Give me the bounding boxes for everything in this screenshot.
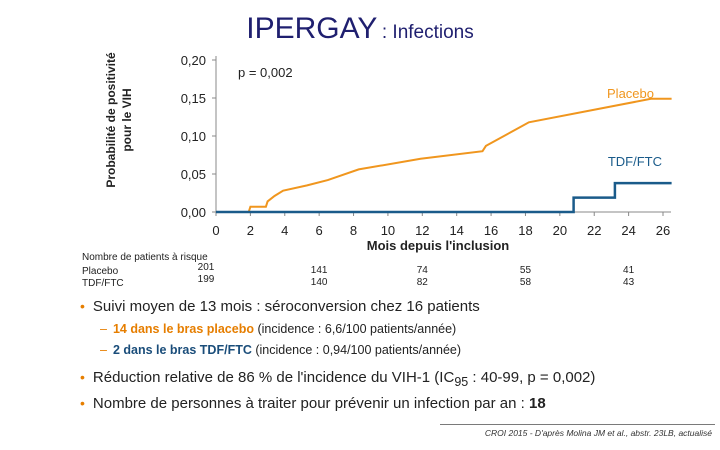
risk-cell-placebo-m24: 41 (623, 265, 635, 276)
reference-divider (440, 424, 715, 425)
risk-cell-tdf-m24: 43 (623, 277, 635, 288)
y-tick-label: 0,10 (181, 129, 206, 144)
risk-cell-placebo-m0: 201 (197, 262, 215, 273)
x-tick-label: 14 (449, 223, 463, 238)
p-value-label: p = 0,002 (238, 65, 293, 80)
series-line-tdf-ftc (216, 181, 672, 214)
risk-cell-placebo-m6: 141 (310, 265, 328, 276)
y-tick-label: 0,00 (181, 205, 206, 220)
bullet-dot-icon: • (80, 395, 85, 411)
kaplan-meier-chart: 0,000,050,100,150,200 2 4 6 8 10 12 14 16 18 20 22 2… (104, 52, 672, 253)
x-tick-label: 16 (484, 223, 498, 238)
subbullet-placebo: –14 dans le bras placebo (incidence : 6,… (100, 322, 457, 336)
risk-table-header: Nombre de patients à risque (82, 252, 208, 263)
chart-text: 0,000,050,100,150,200 2 4 6 8 10 12 14 16 18 20 22 2… (104, 52, 670, 253)
bullet-nnt: • Nombre de personnes à traiter pour prév… (80, 395, 546, 412)
dash-icon: – (100, 343, 107, 357)
y-tick-label: 0,20 (181, 53, 206, 68)
x-tick-label: 8 (350, 223, 357, 238)
bullet-dot-icon: • (80, 298, 85, 314)
x-tick-label: 20 (553, 223, 567, 238)
y-tick-label: 0,15 (181, 91, 206, 106)
bullet-followup: • Suivi moyen de 13 mois : séroconversion… (80, 298, 480, 315)
title-sub: : Infections (381, 22, 474, 43)
chart-series (216, 97, 672, 214)
y-axis-label: Probabilité de positivité (104, 52, 118, 188)
risk-cell-placebo-m18: 55 (519, 265, 532, 276)
x-tick-label: 12 (415, 223, 429, 238)
bullet-reduction: • Réduction relative de 86 % de l'inciden… (80, 369, 596, 389)
series-label-tdf-ftc: TDF/FTC (608, 154, 662, 169)
y-axis-label: pour le VIH (120, 88, 134, 151)
x-tick-label: 18 (518, 223, 532, 238)
dash-icon: – (100, 322, 107, 336)
x-tick-label: 2 (247, 223, 254, 238)
x-tick-label: 24 (621, 223, 635, 238)
y-tick-label: 0,05 (181, 167, 206, 182)
x-tick-label: 26 (656, 223, 670, 238)
risk-cell-tdf-m0: 199 (197, 274, 215, 285)
series-label-placebo: Placebo (607, 86, 654, 101)
title-main: IPERGAY (246, 12, 378, 45)
risk-cell-tdf-m18: 58 (519, 277, 532, 288)
x-tick-label: 22 (587, 223, 601, 238)
x-tick-label: 6 (316, 223, 323, 238)
series-line-placebo (216, 97, 672, 213)
risk-row-label-tdf: TDF/FTC (82, 278, 124, 289)
x-tick-label: 0 (212, 223, 219, 238)
risk-cell-tdf-m6: 140 (310, 277, 328, 288)
slide-title: IPERGAY : Infections (0, 12, 720, 46)
risk-cell-placebo-m12: 74 (416, 265, 428, 276)
x-tick-label: 4 (281, 223, 288, 238)
risk-cell-tdf-m12: 82 (416, 277, 428, 288)
x-tick-label: 10 (381, 223, 395, 238)
risk-row-label-placebo: Placebo (82, 266, 119, 277)
x-axis-label: Mois depuis l'inclusion (367, 238, 510, 253)
subbullet-tdf: –2 dans le bras TDF/FTC (incidence : 0,9… (100, 343, 462, 357)
bullet-dot-icon: • (80, 369, 85, 385)
reference-note: CROI 2015 - D'après Molina JM et al., ab… (484, 428, 712, 438)
